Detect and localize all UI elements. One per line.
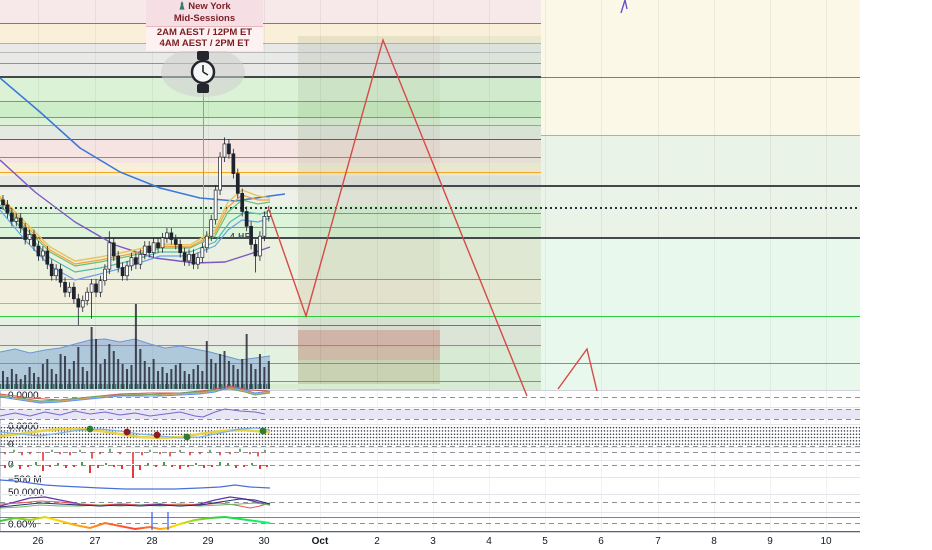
price-label: 50.0000: [8, 487, 45, 499]
session-times: 2AM AEST / 12PM ET 4AM AEST / 2PM ET: [146, 26, 263, 51]
timeframe-label: 4 HR: [230, 231, 252, 241]
session-label[interactable]: New York Mid-Sessions 2AM AEST / 12PM ET…: [146, 0, 263, 51]
session-title-line1: New York: [188, 1, 231, 12]
time-tick-label: 27: [89, 536, 101, 547]
level-line: [0, 157, 541, 158]
grid-line-vertical: [714, 0, 715, 531]
time-tick-label: 5: [542, 536, 548, 547]
reference-line-dashed: [0, 397, 860, 398]
level-line: [0, 185, 860, 187]
level-line: [0, 213, 541, 214]
level-line: [0, 237, 860, 239]
level-line: [0, 101, 541, 102]
level-line: [0, 279, 541, 280]
level-line: [541, 135, 860, 136]
session-title-line2: Mid-Sessions: [173, 12, 236, 24]
level-line: [0, 117, 541, 118]
price-label: 0: [8, 439, 14, 451]
time-axis[interactable]: 26 27 28 29 30 Oct 2 3 4 5 6 7 8 9 10: [0, 532, 860, 550]
pane-separator: [0, 447, 860, 448]
reference-line-dashed: [0, 419, 860, 420]
level-line: [0, 363, 860, 364]
pane-separator: [0, 460, 860, 461]
level-line: [0, 325, 541, 326]
level-line: [0, 517, 860, 518]
time-tick-label: 9: [767, 536, 773, 547]
level-line: [0, 139, 541, 140]
price-zone: [0, 0, 541, 23]
reference-line-dashed: [0, 446, 860, 447]
trend-strip-flat: [270, 384, 440, 389]
reference-line-dashed: [0, 452, 860, 453]
level-line: [0, 172, 541, 173]
level-line: [541, 77, 860, 78]
level-line: [0, 531, 860, 532]
current-price-dotted-line: [0, 207, 860, 209]
level-line: [0, 76, 541, 78]
time-tick-label: 10: [820, 536, 832, 547]
level-line: [0, 63, 541, 64]
time-tick-label: 30: [258, 536, 270, 547]
pane-separator: [0, 424, 860, 425]
level-line: [0, 345, 541, 346]
session-title: New York Mid-Sessions: [146, 0, 263, 26]
time-tick-label: Oct: [311, 536, 329, 547]
time-tick-label: 4: [486, 536, 492, 547]
time-tick-label: 7: [655, 536, 661, 547]
time-tick-label: 6: [598, 536, 604, 547]
oscillator-band: [0, 409, 860, 419]
pane-separator: [0, 390, 860, 391]
grid-line-vertical: [658, 0, 659, 531]
price-label: 0.0000: [8, 390, 39, 402]
time-tick-label: 28: [146, 536, 158, 547]
time-tick-label: 26: [32, 536, 44, 547]
level-line: [0, 303, 541, 304]
reference-line-dashed: [0, 465, 860, 466]
price-zone: [541, 0, 860, 135]
time-tick-label: 8: [711, 536, 717, 547]
grid-line-vertical: [545, 0, 546, 531]
pane-separator: [0, 477, 860, 478]
grid-line-vertical: [826, 0, 827, 531]
grid-line-vertical: [601, 0, 602, 531]
time-tick-label: 29: [202, 536, 214, 547]
trend-strip: [0, 384, 270, 389]
session-time-line1: 2AM AEST / 12PM ET: [156, 27, 253, 38]
level-line: [0, 227, 541, 228]
watch-icon[interactable]: [160, 46, 246, 98]
grid-line-vertical: [770, 0, 771, 531]
level-line: [0, 43, 541, 44]
dotted-levels-band: [0, 426, 860, 445]
price-label: 0.00%: [8, 519, 37, 531]
reference-line-dashed: [0, 502, 860, 503]
session-time-line2: 4AM AEST / 2PM ET: [159, 37, 250, 49]
pane-separator: [0, 512, 860, 513]
level-line: [0, 52, 541, 53]
price-zone: [541, 237, 860, 390]
level-line: [0, 23, 541, 24]
time-tick-label: 2: [374, 536, 380, 547]
level-line: [0, 125, 541, 126]
level-line: [0, 316, 860, 317]
level-line: [0, 381, 541, 382]
reference-line-dashed: [0, 523, 860, 524]
time-tick-label: 3: [430, 536, 436, 547]
pane-separator: [0, 494, 860, 495]
statue-of-liberty-icon: [178, 1, 186, 14]
reference-line-dashed: [0, 409, 860, 410]
pane-separator: [0, 407, 860, 408]
